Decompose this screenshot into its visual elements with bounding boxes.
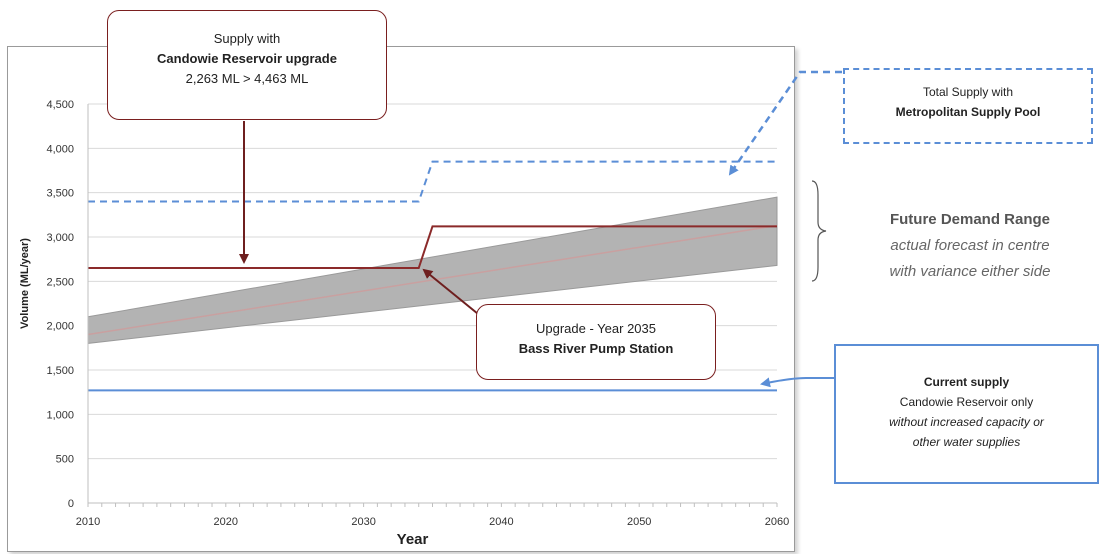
y-tick-label: 3,500	[46, 188, 74, 200]
axis-layer: 0 500 1,000 1,500 2,000 2,500 3,000 3,500 4,000 4…	[19, 99, 789, 548]
metropolitan-supply-line	[88, 160, 777, 203]
current-callout-line3: without increased capacity or	[889, 415, 1044, 429]
pump-station-callout: Upgrade - Year 2035 Bass River Pump Stat…	[476, 304, 716, 380]
demand-range-label: Future Demand Range actual forecast in c…	[845, 207, 1095, 285]
metro-arrow	[728, 70, 842, 176]
reservoir-upgrade-callout: Supply with Candowie Reservoir upgrade 2…	[107, 10, 387, 120]
series-layer	[88, 160, 777, 392]
demand-forecast-line	[87, 224, 778, 336]
metropolitan-callout: Total Supply with Metropolitan Supply Po…	[843, 68, 1093, 144]
demand-range-sub2: with variance either side	[889, 263, 1051, 280]
current-supply-callout: Current supply Candowie Reservoir only w…	[834, 344, 1099, 484]
x-tick-label: 2010	[76, 516, 100, 528]
pump-arrow	[422, 268, 484, 319]
y-axis-title: Volume (ML/year)	[19, 238, 31, 329]
annotation-layer	[239, 70, 842, 388]
current-callout-line4: other water supplies	[912, 435, 1021, 449]
current-callout-line2: Candowie Reservoir only	[899, 395, 1034, 409]
y-tick-label: 3,000	[46, 232, 74, 244]
demand-range-sub1: actual forecast in centre	[890, 237, 1050, 254]
x-axis-title: Year	[397, 531, 429, 548]
demand-range-title: Future Demand Range	[889, 211, 1051, 228]
current-callout-line1: Current supply	[923, 375, 1010, 389]
metro-callout-line1: Total Supply with	[922, 85, 1014, 99]
y-tick-label: 4,500	[46, 99, 74, 111]
y-tick-label: 2,500	[46, 276, 74, 288]
x-tick-label: 2050	[627, 516, 651, 528]
y-tick-label: 1,000	[46, 409, 74, 421]
demand-range-brace	[811, 180, 827, 282]
x-tick-label: 2020	[214, 516, 238, 528]
pump-callout-line2: Bass River Pump Station	[518, 341, 674, 356]
x-tick-label: 2040	[489, 516, 513, 528]
reservoir-callout-line1: Supply with	[213, 31, 281, 46]
pump-callout-line1: Upgrade - Year 2035	[536, 321, 656, 336]
y-tick-label: 1,500	[46, 365, 74, 377]
reservoir-callout-line3: 2,263 ML > 4,463 ML	[185, 71, 309, 86]
reservoir-callout-line2: Candowie Reservoir upgrade	[157, 51, 337, 66]
metro-callout-line2: Metropolitan Supply Pool	[895, 105, 1041, 119]
y-tick-label: 2,000	[46, 321, 74, 333]
reservoir-upgrade-line	[88, 225, 777, 270]
x-tick-label: 2030	[351, 516, 375, 528]
y-tick-label: 500	[56, 454, 74, 466]
y-tick-label: 4,000	[46, 143, 74, 155]
x-tick-label: 2060	[765, 516, 789, 528]
current-arrow	[760, 377, 834, 388]
y-tick-label: 0	[68, 498, 74, 510]
